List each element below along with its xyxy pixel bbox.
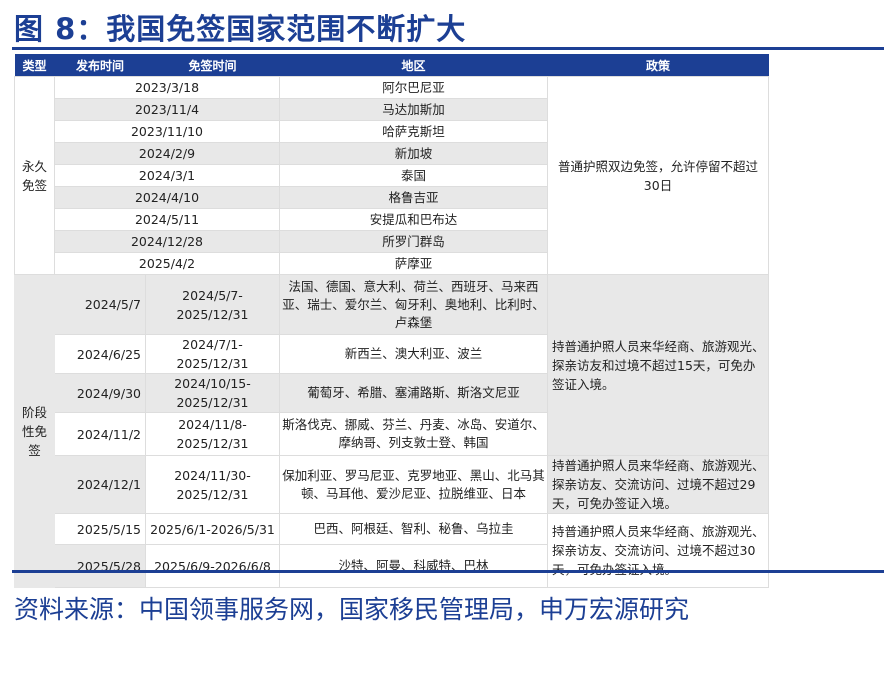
table-row: 2024/6/25 2024/7/1-2025/12/31 新西兰、澳大利亚、波兰	[15, 334, 769, 374]
table-row: 2024/11/2 2024/11/8-2025/12/31 斯洛伐克、挪威、芬兰、…	[15, 412, 769, 456]
table-row: 2023/11/4 马达加斯加	[15, 98, 769, 121]
period-cell: 2024/11/8-2025/12/31	[145, 412, 280, 456]
date-cell: 2024/2/9	[54, 142, 280, 165]
published-cell: 2024/5/7	[54, 274, 146, 335]
region-cell: 哈萨克斯坦	[279, 120, 548, 143]
date-cell: 2025/4/2	[54, 252, 280, 275]
published-cell: 2024/11/2	[54, 412, 146, 456]
region-cell: 泰国	[279, 164, 548, 187]
date-cell: 2024/12/28	[54, 230, 280, 253]
table-row: 2023/11/10 哈萨克斯坦	[15, 120, 769, 143]
source-note: 资料来源：中国领事服务网，国家移民管理局，申万宏源研究	[14, 595, 690, 624]
figure-title: 图 8：我国免签国家范围不断扩大	[14, 12, 467, 46]
region-cell: 保加利亚、罗马尼亚、克罗地亚、黑山、北马其顿、马耳他、爱沙尼亚、拉脱维亚、日本	[279, 455, 548, 514]
policy-cell: 普通护照双边免签，允许停留不超过30日	[547, 76, 769, 275]
date-cell: 2024/3/1	[54, 164, 280, 187]
date-cell: 2023/3/18	[54, 76, 280, 99]
region-cell: 法国、德国、意大利、荷兰、西班牙、马来西亚、瑞士、爱尔兰、匈牙利、奥地利、比利时…	[279, 274, 548, 335]
date-cell: 2023/11/4	[54, 98, 280, 121]
period-cell: 2024/7/1-2025/12/31	[145, 334, 280, 374]
published-cell: 2025/5/28	[54, 544, 146, 588]
type-cell: 永久免签	[14, 76, 55, 275]
period-cell: 2025/6/9-2026/6/8	[145, 544, 280, 588]
date-cell: 2024/5/11	[54, 208, 280, 231]
region-cell: 沙特、阿曼、科威特、巴林	[279, 544, 548, 588]
period-cell: 2025/6/1-2026/5/31	[145, 513, 280, 545]
table-row: 2024/12/28 所罗门群岛	[15, 230, 769, 253]
policy-cell: 持普通护照人员来华经商、旅游观光、探亲访友、交流访问、过境不超过30天，可免办签…	[547, 513, 769, 588]
header-policy: 政策	[547, 54, 769, 77]
region-cell: 萨摩亚	[279, 252, 548, 275]
table-row: 2024/4/10 格鲁吉亚	[15, 186, 769, 209]
header-published: 发布时间	[54, 54, 146, 77]
period-cell: 2024/10/15-2025/12/31	[145, 373, 280, 413]
header-type: 类型	[14, 54, 55, 77]
table-row: 2025/5/28 2025/6/9-2026/6/8 沙特、阿曼、科威特、巴林	[15, 544, 769, 588]
divider	[12, 47, 884, 50]
type-cell: 阶段性免签	[14, 274, 55, 588]
published-cell: 2024/9/30	[54, 373, 146, 413]
policy-cell: 持普通护照人员来华经商、旅游观光、探亲访友和过境不超过15天，可免办签证入境。	[547, 274, 769, 456]
region-cell: 安提瓜和巴布达	[279, 208, 548, 231]
published-cell: 2025/5/15	[54, 513, 146, 545]
date-cell: 2024/4/10	[54, 186, 280, 209]
table-row: 2025/4/2 萨摩亚	[15, 252, 769, 275]
date-cell: 2023/11/10	[54, 120, 280, 143]
region-cell: 新西兰、澳大利亚、波兰	[279, 334, 548, 374]
table-row: 2024/9/30 2024/10/15-2025/12/31 葡萄牙、希腊、塞浦路…	[15, 373, 769, 413]
header-period: 免签时间	[145, 54, 280, 77]
region-cell: 葡萄牙、希腊、塞浦路斯、斯洛文尼亚	[279, 373, 548, 413]
region-cell: 马达加斯加	[279, 98, 548, 121]
divider	[12, 570, 884, 573]
header-region: 地区	[279, 54, 548, 77]
table-header: 类型 发布时间 免签时间 地区 政策	[14, 54, 769, 77]
period-cell: 2024/5/7-2025/12/31	[145, 274, 280, 335]
region-cell: 所罗门群岛	[279, 230, 548, 253]
policy-cell: 持普通护照人员来华经商、旅游观光、探亲访友、交流访问、过境不超过29天，可免办签…	[547, 455, 769, 514]
region-cell: 格鲁吉亚	[279, 186, 548, 209]
published-cell: 2024/12/1	[54, 455, 146, 514]
region-cell: 斯洛伐克、挪威、芬兰、丹麦、冰岛、安道尔、摩纳哥、列支敦士登、韩国	[279, 412, 548, 456]
table-row: 2024/5/11 安提瓜和巴布达	[15, 208, 769, 231]
table-row: 永久免签 2023/3/18 阿尔巴尼亚 普通护照双边免签，允许停留不超过30日	[14, 76, 769, 275]
published-cell: 2024/6/25	[54, 334, 146, 374]
table-row: 2024/2/9 新加坡	[15, 142, 769, 165]
visa-free-table: 类型 发布时间 免签时间 地区 政策 永久免签 2023/3/18 阿尔巴尼亚 普通护…	[14, 54, 769, 588]
table-row: 阶段性免签 2024/5/7 2024/5/7-2025/12/31 法国、德国、意大…	[14, 274, 769, 588]
table-row: 2024/12/1 2024/11/30-2025/12/31 保加利亚、罗马尼亚、…	[15, 455, 769, 514]
region-cell: 巴西、阿根廷、智利、秘鲁、乌拉圭	[279, 513, 548, 545]
region-cell: 阿尔巴尼亚	[279, 76, 548, 99]
table-row: 2025/5/15 2025/6/1-2026/5/31 巴西、阿根廷、智利、秘鲁、…	[15, 513, 769, 588]
period-cell: 2024/11/30-2025/12/31	[145, 455, 280, 514]
region-cell: 新加坡	[279, 142, 548, 165]
